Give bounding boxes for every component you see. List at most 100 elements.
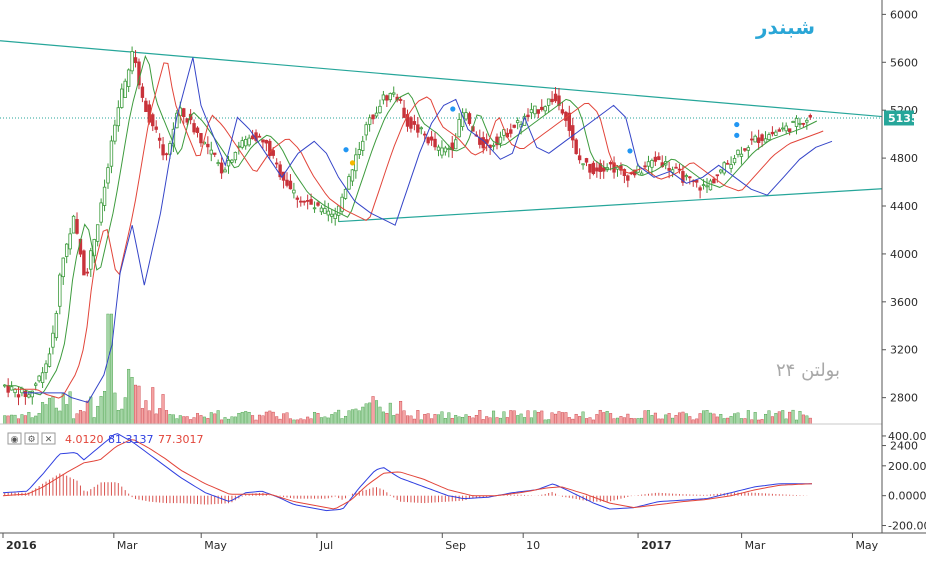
y-tick-label: 4800 xyxy=(890,152,918,165)
y-tick-label: 6000 xyxy=(890,8,918,21)
trendline xyxy=(0,40,883,118)
volume-bars xyxy=(3,313,812,425)
indicator-settings-button[interactable] xyxy=(24,432,39,445)
volume-bar xyxy=(65,404,69,425)
volume-bar xyxy=(54,407,58,425)
volume-bar xyxy=(161,394,165,425)
candle-body xyxy=(120,88,124,108)
volume-bar xyxy=(165,410,169,425)
volume-bar xyxy=(175,418,179,425)
volume-bar xyxy=(808,417,812,425)
hide-indicator-button[interactable] xyxy=(7,432,22,445)
candle-body xyxy=(99,202,103,223)
candle-body xyxy=(350,169,355,182)
candle-body xyxy=(106,167,110,184)
candle-body xyxy=(309,199,313,205)
volume-bar xyxy=(739,418,743,425)
candle-body xyxy=(571,125,575,141)
volume-bar xyxy=(3,415,7,425)
macd-value-3: 77.3017 xyxy=(158,433,204,446)
candle-body xyxy=(433,138,437,148)
volume-bar xyxy=(423,414,427,425)
candle-body xyxy=(750,138,754,141)
candle-body xyxy=(443,147,448,153)
volume-bar xyxy=(447,412,451,425)
candle-body xyxy=(805,119,809,123)
candle-body xyxy=(213,152,217,155)
indicator-controls: ◉ ⚙ ✕ xyxy=(7,432,56,445)
candle-body xyxy=(330,213,334,217)
volume-bar xyxy=(316,413,320,425)
volume-bar xyxy=(120,408,124,425)
eye-icon: ◉ xyxy=(11,435,19,445)
volume-bar xyxy=(378,406,382,425)
volume-bar xyxy=(399,400,403,425)
volume-bar xyxy=(595,414,599,425)
candle-body xyxy=(536,109,541,114)
candle-body xyxy=(722,162,726,174)
volume-bar xyxy=(254,419,258,425)
candle-body xyxy=(540,106,544,110)
candle-body xyxy=(364,124,368,136)
volume-bar xyxy=(306,416,310,425)
candle-body xyxy=(157,137,162,141)
candle-body xyxy=(71,215,76,234)
candle-body xyxy=(206,143,210,148)
candle-body xyxy=(781,127,785,130)
y-tick-label: 5600 xyxy=(890,56,918,69)
volume-bar xyxy=(457,416,461,425)
volume-bar xyxy=(781,410,785,425)
volume-bar xyxy=(478,410,482,425)
candle-body xyxy=(240,140,244,148)
remove-indicator-button[interactable] xyxy=(41,432,56,445)
volume-bar xyxy=(416,410,420,425)
volume-bar xyxy=(461,417,465,425)
last-price-tag: 5135 xyxy=(884,110,919,126)
trendlines xyxy=(0,40,883,223)
volume-bar xyxy=(612,418,616,425)
candle-body xyxy=(123,80,127,98)
volume-bar xyxy=(540,410,544,425)
volume-bar xyxy=(106,313,110,425)
volume-bar xyxy=(519,413,523,425)
signal-dot xyxy=(734,121,740,128)
volume-bar xyxy=(295,419,299,425)
candle-body xyxy=(767,134,771,141)
volume-bar xyxy=(72,418,76,425)
volume-bar xyxy=(495,417,499,425)
moving-average-line xyxy=(23,57,833,403)
volume-bar xyxy=(795,419,799,425)
candle-body xyxy=(429,136,434,141)
candle-body xyxy=(650,160,654,168)
volume-bar xyxy=(23,415,27,425)
candle-body xyxy=(243,139,248,147)
volume-bar xyxy=(337,409,341,425)
candle-body xyxy=(37,375,41,382)
volume-bar xyxy=(526,410,530,425)
candle-body xyxy=(787,128,792,133)
candle-body xyxy=(130,51,134,72)
volume-bar xyxy=(168,414,172,425)
candle-body xyxy=(760,134,764,141)
signal-dot xyxy=(349,160,356,166)
candle-body xyxy=(774,131,778,136)
candle-body xyxy=(729,164,733,169)
volume-bar xyxy=(89,396,93,425)
volume-bar xyxy=(16,418,20,425)
volume-bar xyxy=(719,414,723,425)
volume-bar xyxy=(368,402,372,425)
candle-body xyxy=(546,98,551,106)
volume-bar xyxy=(640,417,644,425)
candle-body xyxy=(419,127,423,130)
candle-body xyxy=(509,129,513,134)
candle-body xyxy=(64,243,69,257)
candle-body xyxy=(216,162,220,165)
volume-bar xyxy=(622,417,626,425)
candle-body xyxy=(292,189,296,194)
candle-body xyxy=(591,162,596,175)
volume-bar xyxy=(192,417,196,425)
candle-body xyxy=(416,124,420,133)
volume-bar xyxy=(344,415,348,425)
macd-line xyxy=(2,433,812,512)
volume-bar xyxy=(37,413,41,425)
